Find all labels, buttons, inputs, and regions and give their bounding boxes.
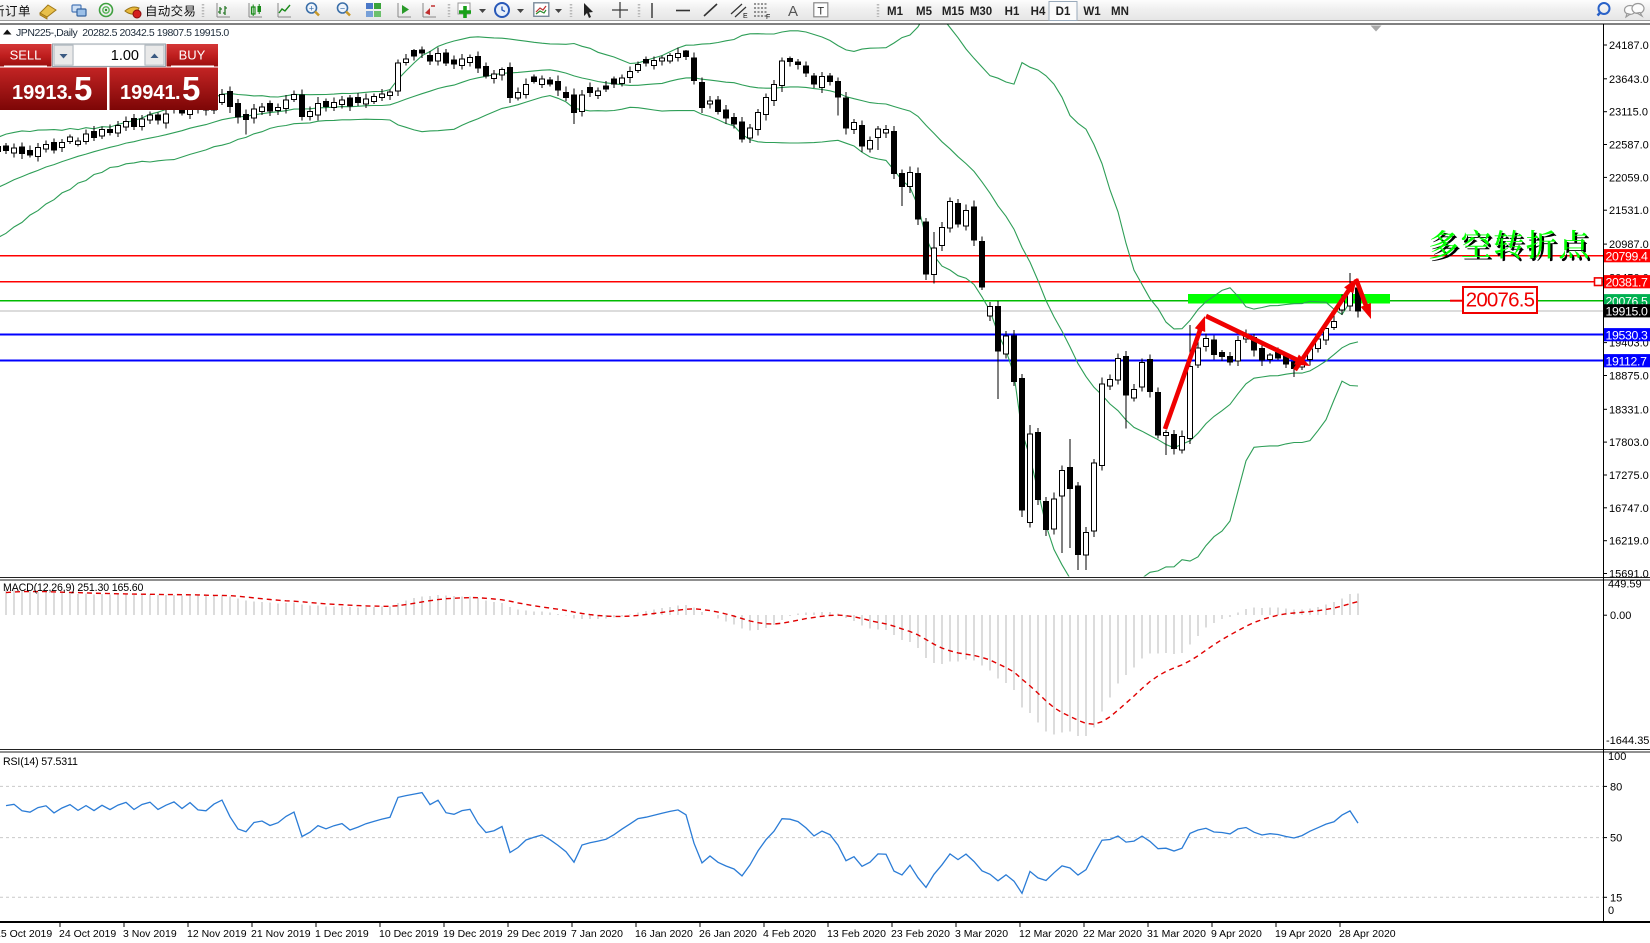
svg-text:20799.4: 20799.4 — [1606, 250, 1649, 264]
svg-text:19941: 19941 — [120, 82, 176, 104]
svg-text:16747.0: 16747.0 — [1609, 503, 1649, 515]
svg-text:24187.0: 24187.0 — [1609, 40, 1649, 52]
svg-text:21 Nov 2019: 21 Nov 2019 — [251, 928, 311, 940]
svg-text:0.00: 0.00 — [1610, 610, 1631, 622]
svg-text:22587.0: 22587.0 — [1609, 140, 1649, 152]
svg-text:17275.0: 17275.0 — [1609, 470, 1649, 482]
svg-text:M1: M1 — [887, 6, 904, 18]
svg-text:M5: M5 — [916, 6, 933, 18]
svg-text:M30: M30 — [970, 6, 992, 18]
svg-text:MN: MN — [1111, 6, 1129, 18]
svg-text:12 Nov 2019: 12 Nov 2019 — [187, 928, 247, 940]
svg-text:31 Mar 2020: 31 Mar 2020 — [1147, 928, 1206, 940]
svg-text:RSI(14) 57.5311: RSI(14) 57.5311 — [3, 756, 78, 768]
svg-text:29 Dec 2019: 29 Dec 2019 — [507, 928, 567, 940]
svg-text:.: . — [175, 82, 181, 104]
svg-text:23 Feb 2020: 23 Feb 2020 — [891, 928, 950, 940]
svg-text:80: 80 — [1610, 781, 1622, 793]
svg-text:+: + — [309, 3, 314, 13]
svg-text:23643.0: 23643.0 — [1609, 74, 1649, 86]
svg-text:9 Apr 2020: 9 Apr 2020 — [1211, 928, 1262, 940]
svg-text:H1: H1 — [1005, 6, 1020, 18]
svg-text:SELL: SELL — [10, 48, 42, 63]
svg-text:16219.0: 16219.0 — [1609, 536, 1649, 548]
svg-text:19112.7: 19112.7 — [1606, 355, 1648, 369]
svg-text:15 Oct 2019: 15 Oct 2019 — [0, 928, 52, 940]
svg-text:3 Mar 2020: 3 Mar 2020 — [955, 928, 1008, 940]
svg-text:M15: M15 — [942, 6, 965, 18]
svg-text:23115.0: 23115.0 — [1609, 107, 1648, 119]
svg-text:5: 5 — [74, 70, 92, 107]
svg-text:18875.0: 18875.0 — [1609, 371, 1649, 383]
svg-text:20076.5: 20076.5 — [1466, 289, 1535, 312]
svg-text:.: . — [67, 82, 73, 104]
svg-text:22059.0: 22059.0 — [1609, 172, 1649, 184]
svg-text:A: A — [788, 3, 798, 20]
svg-text:15691.0: 15691.0 — [1609, 569, 1649, 581]
svg-text:19913: 19913 — [12, 82, 68, 104]
svg-text:16 Jan 2020: 16 Jan 2020 — [635, 928, 693, 940]
svg-text:-1644.35: -1644.35 — [1606, 735, 1649, 747]
svg-text:10 Dec 2019: 10 Dec 2019 — [379, 928, 439, 940]
svg-text:4 Feb 2020: 4 Feb 2020 — [763, 928, 816, 940]
svg-text:1 Dec 2019: 1 Dec 2019 — [315, 928, 369, 940]
svg-text:20381.7: 20381.7 — [1606, 276, 1649, 290]
svg-text:5: 5 — [182, 70, 200, 107]
svg-text:MACD(12,26,9) 251.30 165.60: MACD(12,26,9) 251.30 165.60 — [3, 582, 143, 594]
svg-text:21531.0: 21531.0 — [1609, 205, 1649, 217]
svg-text:100: 100 — [1608, 751, 1626, 763]
svg-text:15: 15 — [1610, 892, 1622, 904]
svg-text:E: E — [743, 13, 748, 20]
svg-text:19 Dec 2019: 19 Dec 2019 — [443, 928, 503, 940]
svg-text:19 Apr 2020: 19 Apr 2020 — [1275, 928, 1332, 940]
svg-text:W1: W1 — [1083, 6, 1101, 18]
svg-text:−: − — [340, 3, 345, 13]
svg-text:28 Apr 2020: 28 Apr 2020 — [1339, 928, 1396, 940]
svg-text:17803.0: 17803.0 — [1609, 437, 1649, 449]
svg-text:F: F — [766, 14, 770, 21]
svg-text:26 Jan 2020: 26 Jan 2020 — [699, 928, 757, 940]
svg-text:D1: D1 — [1056, 6, 1071, 18]
svg-text:H4: H4 — [1031, 6, 1046, 18]
svg-text:18331.0: 18331.0 — [1609, 404, 1649, 416]
svg-text:T: T — [817, 6, 824, 18]
svg-text:50: 50 — [1610, 833, 1622, 845]
svg-text:22 Mar 2020: 22 Mar 2020 — [1083, 928, 1142, 940]
svg-text:3 Nov 2019: 3 Nov 2019 — [123, 928, 177, 940]
svg-text:JPN225-,Daily 20282.5 20342.5: JPN225-,Daily 20282.5 20342.5 19807.5 19… — [16, 27, 229, 39]
svg-text:449.59: 449.59 — [1608, 579, 1642, 591]
svg-text:13 Feb 2020: 13 Feb 2020 — [827, 928, 886, 940]
svg-text:1.00: 1.00 — [111, 48, 139, 64]
svg-text:19915.0: 19915.0 — [1606, 305, 1649, 319]
svg-text:7 Jan 2020: 7 Jan 2020 — [571, 928, 623, 940]
svg-text:19530.3: 19530.3 — [1606, 329, 1649, 343]
svg-text:BUY: BUY — [179, 48, 206, 63]
svg-text:20987.0: 20987.0 — [1609, 239, 1649, 251]
svg-text:0: 0 — [1608, 905, 1614, 917]
svg-text:12 Mar 2020: 12 Mar 2020 — [1019, 928, 1078, 940]
svg-text:24 Oct 2019: 24 Oct 2019 — [59, 928, 116, 940]
